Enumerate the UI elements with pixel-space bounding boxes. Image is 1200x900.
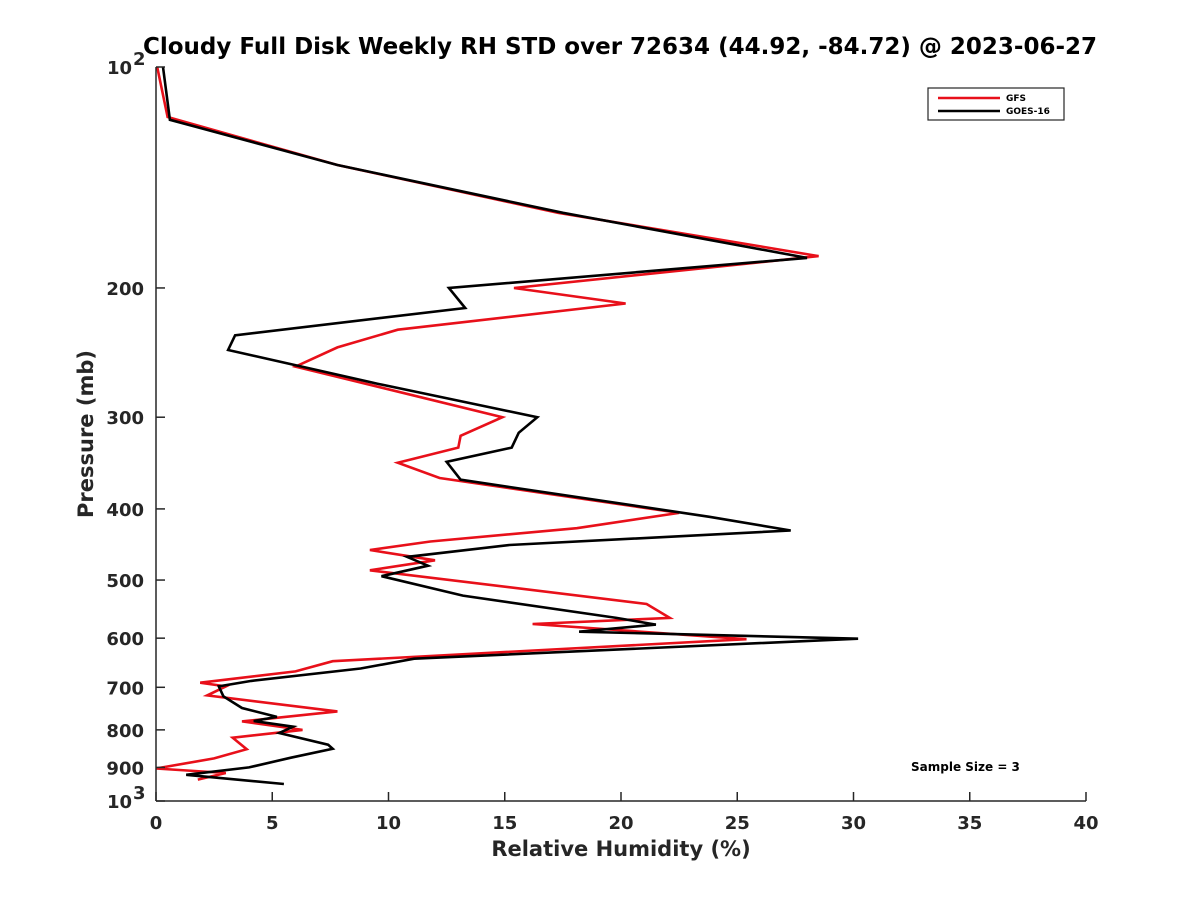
legend: GFS GOES-16 bbox=[927, 87, 1065, 121]
x-tick-label: 5 bbox=[266, 813, 279, 834]
y-tick-label: 500 bbox=[106, 571, 144, 592]
y-tick-label: 300 bbox=[106, 408, 144, 429]
y-tick-label: 700 bbox=[106, 678, 144, 699]
series-layer bbox=[155, 66, 859, 786]
x-tick-label: 20 bbox=[608, 813, 633, 834]
y-tick-exponent: 2 bbox=[133, 49, 146, 70]
series-line-goes16 bbox=[161, 66, 859, 786]
y-tick-label: 900 bbox=[106, 758, 144, 779]
x-tick-label: 30 bbox=[841, 813, 866, 834]
plot-area bbox=[156, 67, 1086, 801]
x-axis-label: Relative Humidity (%) bbox=[491, 837, 750, 861]
legend-label-gfs: GFS bbox=[1006, 94, 1026, 104]
y-tick-exponent: 3 bbox=[133, 783, 146, 804]
y-tick-label: 400 bbox=[106, 500, 144, 521]
x-tick-label: 0 bbox=[150, 813, 163, 834]
y-tick-label: 600 bbox=[106, 629, 144, 650]
y-axis-label: Pressure (mb) bbox=[74, 350, 98, 518]
legend-box bbox=[927, 87, 1065, 121]
x-tick-label: 40 bbox=[1073, 813, 1098, 834]
y-tick-label: 800 bbox=[106, 721, 144, 742]
y-tick-label: 10 bbox=[107, 792, 132, 813]
x-tick-label: 25 bbox=[725, 813, 750, 834]
x-ticks: 0 5 10 15 20 25 30 35 40 bbox=[150, 792, 1099, 834]
sample-size-annotation: Sample Size = 3 bbox=[911, 760, 1020, 774]
x-tick-label: 10 bbox=[376, 813, 401, 834]
legend-label-goes16: GOES-16 bbox=[1006, 107, 1050, 117]
y-tick-label: 200 bbox=[106, 279, 144, 300]
series-line-gfs bbox=[155, 66, 819, 781]
x-tick-label: 35 bbox=[957, 813, 982, 834]
y-tick-label: 10 bbox=[107, 58, 132, 79]
x-tick-label: 15 bbox=[492, 813, 517, 834]
chart-title: Cloudy Full Disk Weekly RH STD over 7263… bbox=[143, 34, 1097, 60]
